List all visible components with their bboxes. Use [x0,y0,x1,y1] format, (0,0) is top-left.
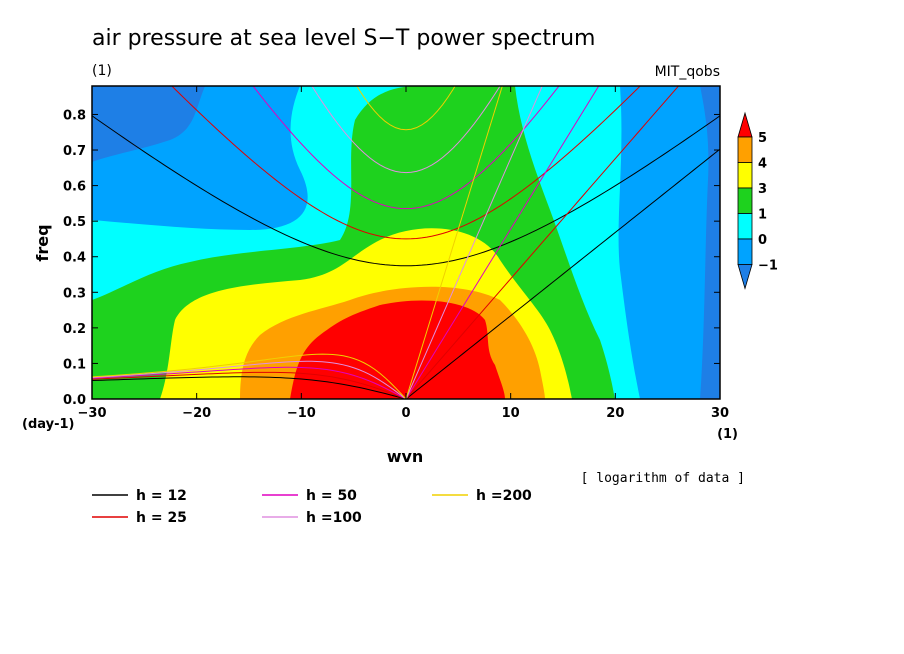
colorbar-segment [737,187,753,214]
gravity-curve [356,86,456,131]
kelvin-curve [405,86,503,399]
rossby-curve [92,371,407,399]
legend-label: h = 50 [306,488,357,504]
colorbar-label: 0 [758,233,767,248]
x-tick-label: 30 [711,406,729,421]
colorbar-label: −1 [758,259,778,274]
dispersion-curves [92,86,720,399]
y-tick-label: 0.2 [63,322,86,337]
y-tick-label: 0.5 [63,215,86,230]
colorbar-segment [737,136,753,163]
region-level-neg2-right [700,86,720,399]
colorbar-segment [737,213,753,240]
colorbar-top-arrow [737,111,753,138]
rossby-curve [92,353,407,399]
x-axis-label: wvn [387,447,424,466]
y-tick-label: 0.8 [63,108,86,123]
chart-title: air pressure at sea level S−T power spec… [92,26,595,51]
rossby-curve [92,360,407,399]
legend-label: h =100 [306,510,362,526]
colorbar-label: 5 [758,131,767,146]
x-tick-label: −30 [78,406,107,421]
legend-label: h = 25 [136,510,187,526]
colorbar-label: 4 [758,157,767,172]
legend-label: h =200 [476,488,532,504]
curve-legend: h = 12 h = 25 h = 50 h =100 h =200 [92,488,532,526]
y-tick-label: 0.6 [63,180,86,195]
kelvin-curve [405,148,720,399]
x-tick-label: 20 [606,406,624,421]
y-axis-unit: (day-1) [22,417,74,432]
y-tick-label: 0.4 [63,251,86,266]
y-axis-label: freq [33,224,52,261]
log-note: [ logarithm of data ] [581,471,745,486]
units-label: (1) [92,63,112,79]
colorbar-segment [737,238,753,265]
kelvin-curve [405,86,600,399]
x-tick-label: 10 [502,406,520,421]
gravity-curve [171,86,641,240]
rossby-curve [92,366,407,399]
x-tick-label: −20 [182,406,211,421]
colorbar-segment [737,162,753,189]
kelvin-curve [405,86,680,399]
x-tick-label: 0 [401,406,410,421]
y-tick-label: 0.7 [63,144,86,159]
model-label: MIT_qobs [655,64,720,80]
region-level-neg1-right [618,86,720,399]
legend-label: h = 12 [136,488,187,504]
kelvin-curve [405,86,543,399]
colorbar: 5 4 3 1 0 −1 [737,111,778,290]
y-tick-label: 0.1 [63,357,86,372]
gravity-curve [92,115,720,267]
y-tick-label: 0.0 [63,393,86,408]
y-tick-label: 0.3 [63,286,86,301]
plot-area [92,86,720,399]
x-axis-unit: (1) [717,427,738,442]
colorbar-bottom-arrow [737,264,753,290]
axes: −30 −20 −10 0 10 20 30 0.0 0.1 0.2 0.3 0.4 0.5 0.6 0.7… [63,86,729,421]
rossby-curve [92,376,407,399]
gravity-curve [252,86,560,210]
region-level-neg2-left [92,86,205,162]
x-tick-label: −10 [287,406,316,421]
colorbar-label: 1 [758,208,767,223]
colorbar-label: 3 [758,182,767,197]
gravity-curve [311,86,501,174]
